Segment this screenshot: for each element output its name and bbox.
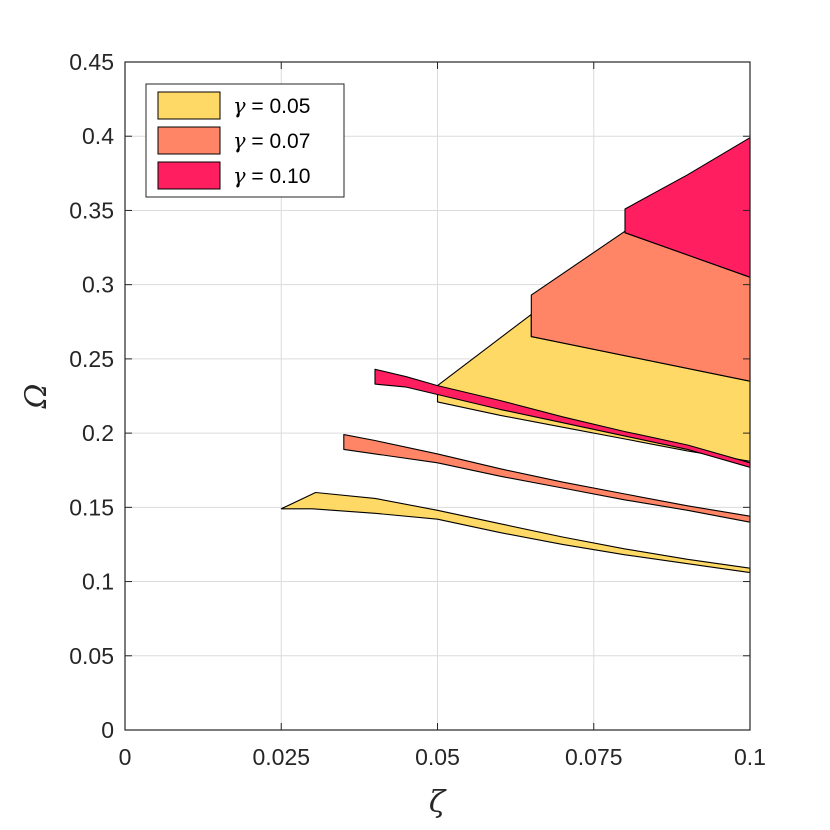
legend-value: = 0.07 [246,130,311,153]
x-tick-label: 0.05 [415,744,460,770]
legend-swatch [157,91,221,120]
y-tick-label: 0.3 [82,272,114,298]
x-tick-labels: 0 0.025 0.05 0.075 0.1 [119,744,766,770]
legend: γ = 0.05γ = 0.07γ = 0.10 [145,83,345,198]
y-tick-label: 0.1 [82,569,114,595]
legend-symbol: γ [233,129,246,153]
legend-value: = 0.10 [246,165,311,188]
data-regions [280,137,751,574]
y-tick-label: 0.05 [69,643,114,669]
ticks [124,61,751,731]
x-axis-label: ζ [429,785,447,820]
y-tick-label: 0.25 [69,346,114,372]
y-tick-label: 0 [101,717,114,743]
x-tick-label: 0.1 [734,744,766,770]
x-tick-label: 0 [119,744,132,770]
x-tick-label: 0.025 [252,744,310,770]
x-tick-label: 0.075 [565,744,623,770]
y-tick-label: 0.15 [69,494,114,520]
y-tick-label: 0.4 [82,123,114,149]
y-tick-labels: 0 0.05 0.1 0.15 0.2 0.25 0.3 0.35 0.4 0.45 [69,49,114,743]
legend-value: = 0.05 [246,95,311,118]
y-axis-label: Ω [19,384,54,410]
legend-symbol: γ [233,94,246,118]
region-series-3-2 [624,137,751,278]
legend-swatch [157,161,221,190]
y-tick-label: 0.35 [69,197,114,223]
y-tick-label: 0.45 [69,49,114,75]
legend-entry: γ = 0.07 [233,129,310,153]
legend-symbol: γ [233,164,246,188]
legend-entry: γ = 0.10 [233,164,310,188]
y-tick-label: 0.2 [82,420,114,446]
legend-swatch [157,126,221,155]
legend-entry: γ = 0.05 [233,94,310,118]
